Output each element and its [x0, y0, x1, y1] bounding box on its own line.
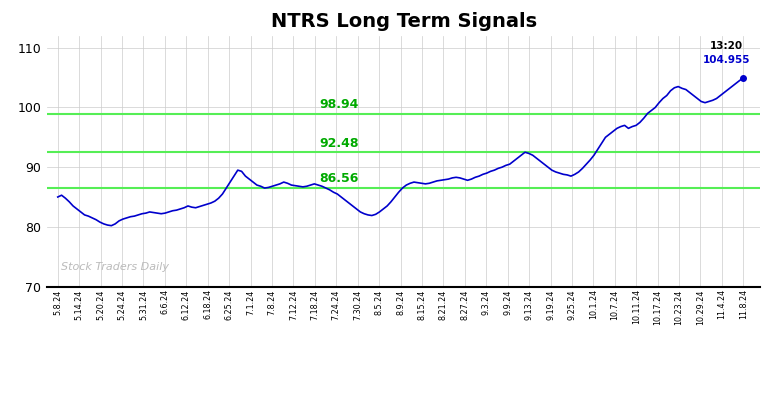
Title: NTRS Long Term Signals: NTRS Long Term Signals	[270, 12, 537, 31]
Text: 92.48: 92.48	[319, 137, 358, 150]
Text: Stock Traders Daily: Stock Traders Daily	[61, 261, 169, 271]
Text: 13:20: 13:20	[710, 41, 742, 51]
Text: 104.955: 104.955	[702, 55, 750, 65]
Text: 98.94: 98.94	[319, 98, 358, 111]
Text: 86.56: 86.56	[319, 172, 358, 185]
